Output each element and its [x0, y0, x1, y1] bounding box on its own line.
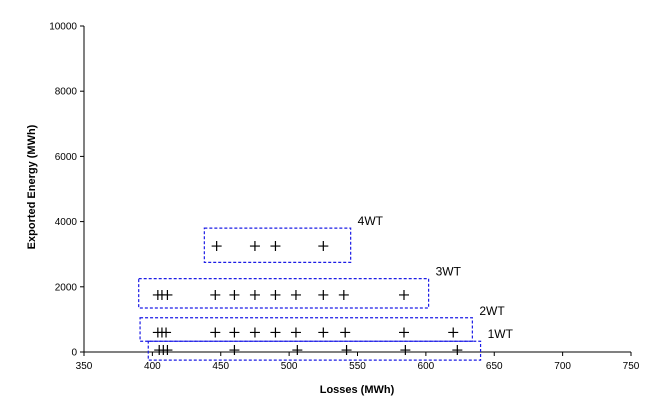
- group-box-1wt: [147, 340, 482, 361]
- data-point: [249, 289, 260, 300]
- x-tick-label: 550: [349, 361, 366, 372]
- data-point: [229, 345, 240, 356]
- y-tick-label: 10000: [49, 22, 77, 33]
- data-point: [290, 289, 301, 300]
- y-axis-title: Exported Energy (MWh): [26, 124, 38, 249]
- group-label-2wt: 2WT: [479, 304, 505, 318]
- x-tick-label: 500: [281, 361, 298, 372]
- data-point: [211, 241, 222, 252]
- group-labels: 1WT 2WT 3WT 4WT: [358, 214, 514, 341]
- data-point: [210, 289, 221, 300]
- group-box-2wt: [139, 317, 473, 342]
- group-box-4wt: [203, 227, 352, 263]
- data-point: [270, 241, 281, 252]
- data-point: [270, 327, 281, 338]
- data-point: [210, 327, 221, 338]
- data-point: [448, 327, 459, 338]
- x-tick-label: 750: [623, 361, 640, 372]
- x-tick-label: 600: [418, 361, 435, 372]
- data-point: [270, 289, 281, 300]
- y-tick-label: 2000: [55, 282, 78, 293]
- axes: 0 2000 4000 6000 8000 10000 350 400 450 500 550 600…: [49, 22, 640, 373]
- data-point: [341, 345, 352, 356]
- y-tick-label: 8000: [55, 87, 78, 98]
- x-tick-label: 400: [144, 361, 161, 372]
- group-label-1wt: 1WT: [488, 327, 514, 341]
- data-point: [290, 327, 301, 338]
- group-label-4wt: 4WT: [358, 214, 384, 228]
- data-point: [318, 289, 329, 300]
- data-point: [340, 327, 351, 338]
- group-label-3wt: 3WT: [436, 265, 462, 279]
- data-point: [162, 345, 173, 356]
- x-tick-label: 700: [554, 361, 571, 372]
- x-tick-label: 450: [212, 361, 229, 372]
- data-points: [152, 241, 463, 356]
- data-point: [400, 345, 411, 356]
- x-tick-label: 350: [76, 361, 93, 372]
- data-point: [398, 327, 409, 338]
- data-point: [229, 327, 240, 338]
- y-tick-label: 4000: [55, 217, 78, 228]
- y-tick-label: 0: [71, 348, 77, 359]
- x-axis-title: Losses (MWh): [320, 384, 395, 396]
- data-point: [398, 289, 409, 300]
- data-point: [318, 241, 329, 252]
- data-point: [249, 241, 260, 252]
- data-point: [292, 345, 303, 356]
- data-point: [338, 289, 349, 300]
- x-tick-label: 650: [486, 361, 503, 372]
- data-point: [452, 345, 463, 356]
- y-tick-label: 6000: [55, 152, 78, 163]
- data-point: [249, 327, 260, 338]
- data-point: [318, 327, 329, 338]
- group-box-3wt: [138, 278, 430, 309]
- data-point: [161, 327, 172, 338]
- group-boxes: [138, 227, 482, 361]
- data-point: [229, 289, 240, 300]
- data-point: [162, 289, 173, 300]
